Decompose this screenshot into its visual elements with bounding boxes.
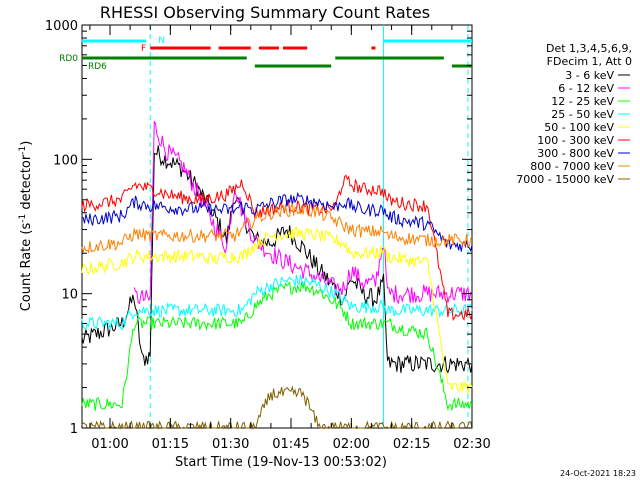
legend-entry: 100 - 300 keV (537, 134, 614, 147)
x-axis-ticks: 01:00 01:15 01:30 01:45 02:00 02:15 02:30 (89, 25, 491, 452)
y-label-sup1: -1 (18, 214, 28, 223)
x-tick-label: 01:00 (91, 437, 128, 452)
y-label-main: Count Rate (s (19, 223, 34, 312)
plot-area: N F RD0 RD6 1 10 100 1000 01:00 01:15 01:30 01:45… (45, 19, 491, 452)
flare-label: F (141, 44, 146, 54)
legend-entry: 6 - 12 keV (558, 82, 614, 95)
x-tick-label: 01:45 (272, 437, 309, 452)
x-tick-label: 02:30 (453, 437, 490, 452)
timestamp: 24-Oct-2021 18:23 (560, 469, 636, 478)
y-tick-label: 10 (61, 288, 78, 303)
y-label-end: ) (19, 141, 34, 146)
x-axis-label: Start Time (19-Nov-13 00:53:02) (175, 455, 387, 470)
legend-header: FDecim 1, Att 0 (547, 55, 632, 68)
series-line-1 (133, 121, 473, 305)
y-axis-label: Count Rate (s-1 detector-1) (18, 141, 34, 312)
y-tick-label: 1000 (45, 19, 78, 34)
legend-entry: 25 - 50 keV (551, 108, 614, 121)
legend-entry: 300 - 800 keV (537, 147, 614, 160)
y-label-mid: detector (19, 154, 34, 214)
x-tick-label: 02:15 (393, 437, 430, 452)
y-tick-label: 100 (53, 153, 78, 168)
legend-entry: 800 - 7000 keV (530, 160, 614, 173)
legend-entry: 12 - 25 keV (551, 95, 614, 108)
legend-header: Det 1,3,4,5,6,9, (546, 42, 632, 55)
series-line-7 (81, 203, 473, 254)
legend-entry: 7000 - 15000 keV (516, 173, 614, 186)
series-line-2 (81, 281, 473, 411)
legend: Det 1,3,4,5,6,9,FDecim 1, Att 03 - 6 keV… (516, 42, 632, 186)
x-tick-label: 01:15 (152, 437, 189, 452)
rd0-label: RD0 (59, 54, 78, 64)
series-lines (81, 121, 473, 430)
series-line-6 (81, 191, 473, 253)
plot-frame (81, 24, 473, 429)
series-line-0 (81, 145, 473, 374)
series-line-3 (81, 274, 473, 331)
series-line-8 (81, 385, 473, 430)
y-axis-ticks: 1 10 100 1000 (45, 19, 472, 437)
y-label-sup2: -1 (18, 146, 28, 155)
x-tick-label: 01:30 (212, 437, 249, 452)
legend-entry: 3 - 6 keV (565, 69, 614, 82)
night-label: N (158, 36, 165, 46)
y-tick-label: 1 (70, 422, 78, 437)
rd6-label: RD6 (88, 62, 107, 72)
x-tick-label: 02:00 (333, 437, 370, 452)
boundary-lines (149, 25, 469, 428)
series-line-4 (81, 225, 473, 395)
state-bars: N F RD0 RD6 (59, 36, 472, 72)
legend-entry: 50 - 100 keV (544, 121, 614, 134)
chart-title: RHESSI Observing Summary Count Rates (100, 3, 430, 22)
